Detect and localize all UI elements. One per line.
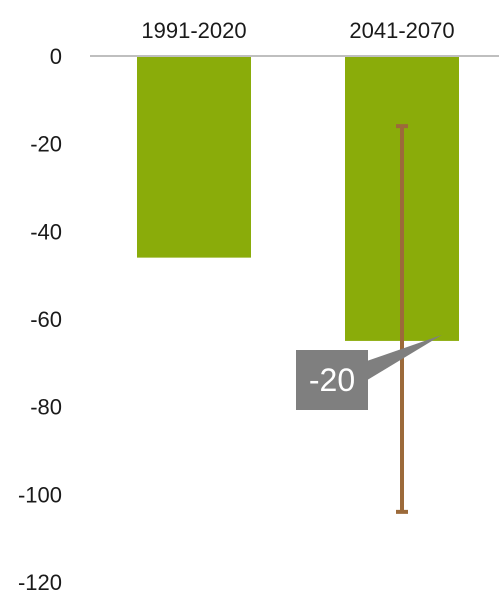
y-tick-label: -80 [30, 395, 62, 420]
bars [137, 56, 459, 341]
y-tick-label: -20 [30, 132, 62, 157]
y-tick-label: -60 [30, 307, 62, 332]
error-bars [396, 124, 408, 514]
bar-1991-2020 [137, 56, 251, 258]
category-label: 2041-2070 [349, 18, 454, 43]
y-tick-label: 0 [50, 44, 62, 69]
callout-pointer [364, 334, 442, 382]
y-tick-label: -120 [18, 570, 62, 595]
category-label: 1991-2020 [141, 18, 246, 43]
category-axis: 1991-2020 2041-2070 [141, 18, 454, 43]
y-axis: 0 -20 -40 -60 -80 -100 -120 [18, 44, 62, 595]
y-tick-label: -100 [18, 482, 62, 507]
callout-box [296, 350, 368, 410]
callout-label: -20 [309, 362, 355, 398]
y-tick-label: -40 [30, 219, 62, 244]
callout: -20 [296, 334, 442, 410]
